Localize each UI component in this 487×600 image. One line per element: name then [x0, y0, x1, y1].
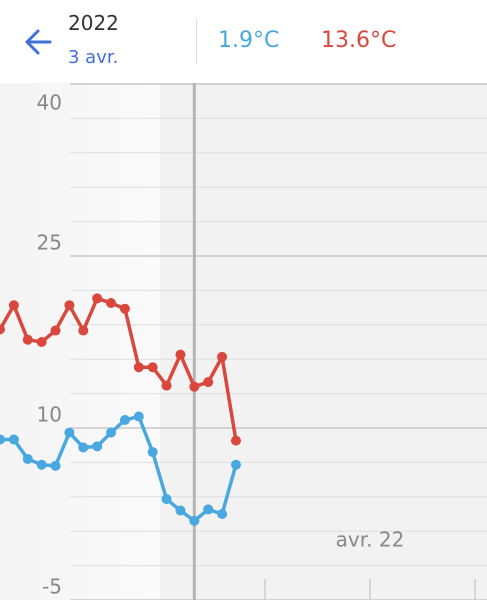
point — [0, 324, 5, 335]
point — [106, 427, 117, 438]
header: 2022 3 avr. 1.9°C 13.6°C — [0, 0, 487, 83]
point — [189, 515, 200, 526]
point — [8, 434, 19, 445]
point — [36, 459, 47, 470]
point — [175, 505, 186, 516]
divider — [196, 18, 197, 64]
point — [203, 377, 214, 388]
point — [78, 442, 89, 453]
low-temp: 1.9°C — [218, 28, 280, 53]
point — [64, 300, 75, 311]
point — [0, 434, 5, 445]
point — [92, 293, 103, 304]
y-tick-label: -5 — [42, 575, 62, 599]
chart: -5 10 25 40 avr. 22 — [0, 83, 487, 600]
point — [50, 460, 61, 471]
point — [8, 300, 19, 311]
point — [106, 298, 117, 309]
point — [64, 427, 75, 438]
point — [22, 453, 33, 464]
y-tick-label: 10 — [37, 403, 62, 427]
point — [36, 337, 47, 347]
y-tick-label: 25 — [37, 231, 62, 255]
point — [78, 325, 89, 336]
point — [147, 447, 158, 458]
point — [147, 362, 158, 373]
y-tick-label: 40 — [37, 91, 62, 115]
point — [119, 414, 130, 425]
point — [230, 459, 241, 470]
point — [189, 381, 200, 392]
year: 2022 — [68, 11, 119, 35]
point — [50, 325, 61, 336]
back-arrow[interactable] — [20, 22, 60, 62]
point — [230, 435, 241, 446]
point — [92, 441, 103, 452]
point — [161, 494, 172, 505]
x-axis-label: avr. 22 — [336, 528, 405, 552]
point — [217, 509, 228, 519]
point — [175, 349, 186, 360]
point — [133, 362, 144, 373]
point — [161, 380, 172, 391]
point — [203, 504, 214, 515]
high-temp: 13.6°C — [321, 28, 397, 53]
background — [160, 83, 487, 600]
point — [119, 303, 130, 314]
point — [133, 411, 144, 422]
date: 3 avr. — [68, 47, 119, 68]
point — [217, 351, 228, 362]
point — [22, 334, 33, 345]
